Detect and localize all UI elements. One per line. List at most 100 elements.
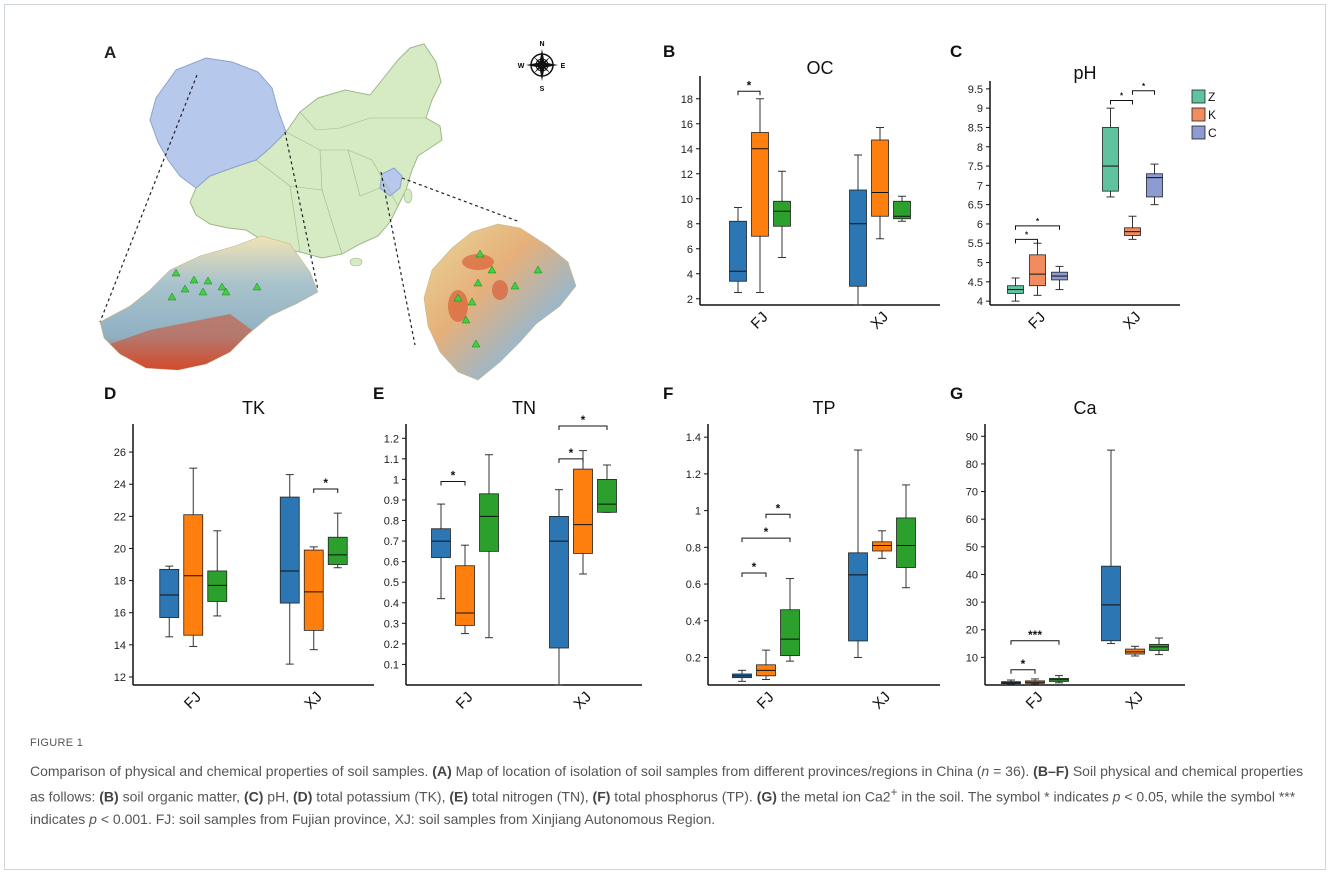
box-fj-1 [1001, 679, 1021, 685]
panel-letter-c: C [950, 42, 962, 61]
y-tick-label: 6.5 [968, 200, 983, 212]
connector-lines [99, 74, 521, 346]
caption-segment: p [1112, 788, 1121, 805]
significance-label: * [776, 501, 781, 515]
bracket-line [1015, 225, 1060, 230]
box-body [871, 139, 889, 217]
significance-label: * [569, 446, 574, 460]
caption-segment: Comparison of physical and chemical prop… [30, 763, 433, 779]
chart-f: F TP 0.2 0.4 0.6 0.8 1 1.2 1.4 FJ XJ * * * [663, 384, 940, 713]
y-tick-label: 8 [977, 142, 983, 154]
box-xj-1 [279, 474, 300, 665]
box-body [207, 570, 228, 602]
box-body [872, 541, 892, 552]
box-xj-1 [848, 449, 868, 658]
chart-title: Ca [1073, 398, 1097, 418]
significance-bracket: * [558, 413, 608, 430]
caption-segment: total phosphorus (TP). [610, 788, 757, 805]
box-body [849, 189, 867, 287]
x-tick-label: XJ [869, 688, 893, 712]
caption-segment: = 36). [989, 763, 1034, 779]
significance-label: * [1120, 91, 1124, 100]
box-body [1149, 643, 1169, 651]
y-tick-label: 90 [966, 431, 978, 443]
china-map-shape [189, 43, 443, 259]
y-tick-label: 4 [977, 296, 983, 308]
caption-segment: (A) [432, 763, 452, 779]
y-tick-label: 4.5 [968, 277, 983, 289]
caption-segment: (G) [756, 788, 777, 805]
y-tick-label: 1.2 [384, 433, 399, 445]
box-xj-2 [573, 450, 593, 575]
box-body [848, 552, 868, 642]
significance-bracket: * [1015, 230, 1038, 244]
y-tick-label: 7 [977, 180, 983, 192]
y-tick-label: 0.7 [384, 536, 399, 548]
y-tick-label: 8.5 [968, 122, 983, 134]
y-tick-label: 2 [687, 294, 693, 306]
box-body [729, 220, 747, 282]
significance-bracket: * [1132, 82, 1155, 95]
box-fj-2 [1029, 242, 1046, 296]
significance-bracket: *** [1010, 628, 1060, 645]
bracket-line [765, 513, 791, 519]
fujian-highlands [448, 254, 508, 322]
bracket-line [737, 90, 761, 96]
significance-bracket: * [737, 78, 761, 96]
sample-sites [167, 249, 543, 348]
box-fj-3 [207, 530, 228, 617]
caption-segment: pH, [263, 788, 293, 805]
chart-b: B OC 2 4 6 8 10 12 14 16 18 FJ XJ * [663, 42, 940, 333]
y-tick-label: 1.4 [686, 432, 701, 444]
figure-label: FIGURE 1 [30, 737, 84, 749]
box-fj-1 [159, 565, 180, 638]
box-body [893, 200, 911, 220]
caption-segment: (B–F) [1033, 763, 1069, 779]
box-xj-2 [871, 127, 889, 240]
legend-swatch [1191, 125, 1206, 140]
bracket-line [741, 537, 791, 543]
y-tick-label: 0.6 [686, 579, 701, 591]
y-tick-label: 40 [966, 569, 978, 581]
box-body [780, 609, 800, 657]
significance-label: * [1021, 657, 1026, 671]
y-tick-label: 9.5 [968, 84, 983, 96]
x-tick-label: XJ [1122, 688, 1146, 712]
caption-segment: the metal ion Ca2 [776, 788, 891, 805]
y-tick-label: 30 [966, 597, 978, 609]
figure-caption: Comparison of physical and chemical prop… [30, 760, 1305, 830]
box-body [303, 549, 324, 631]
panel-letter-d: D [104, 384, 116, 403]
y-tick-label: 22 [114, 511, 126, 523]
y-tick-label: 0.4 [384, 598, 399, 610]
box-body [1029, 254, 1046, 287]
box-body [597, 478, 617, 513]
y-tick-label: 0.4 [686, 616, 701, 628]
compass-rose-icon: N E S W [518, 41, 566, 93]
bracket-line [313, 488, 339, 494]
panel-letter-e: E [373, 384, 384, 403]
y-tick-label: 26 [114, 447, 126, 459]
box-fj-3 [780, 578, 800, 662]
significance-label: * [752, 560, 757, 574]
significance-label: * [1025, 230, 1029, 239]
y-tick-label: 0.6 [384, 557, 399, 569]
bracket-line [1015, 238, 1038, 244]
caption-segment: (C) [243, 788, 264, 805]
box-body [1101, 565, 1121, 642]
box-fj-2 [455, 544, 475, 635]
box-body [573, 468, 593, 554]
box-xj-1 [1101, 449, 1121, 645]
box-xj-2 [1124, 215, 1141, 240]
y-tick-label: 16 [114, 608, 126, 620]
box-body [431, 528, 451, 558]
chart-e: E TN 0.1 0.2 0.3 0.4 0.5 0.6 0.7 0.8 0.9 1 1.1 1.2 FJ X… [373, 384, 642, 713]
y-tick-label: 9 [977, 103, 983, 115]
x-tick-label: FJ [453, 689, 477, 713]
box-body [773, 200, 791, 227]
bracket-line [558, 458, 584, 463]
bracket-line [1010, 669, 1036, 674]
box-xj-2 [303, 546, 324, 651]
compass-e: E [561, 63, 566, 70]
